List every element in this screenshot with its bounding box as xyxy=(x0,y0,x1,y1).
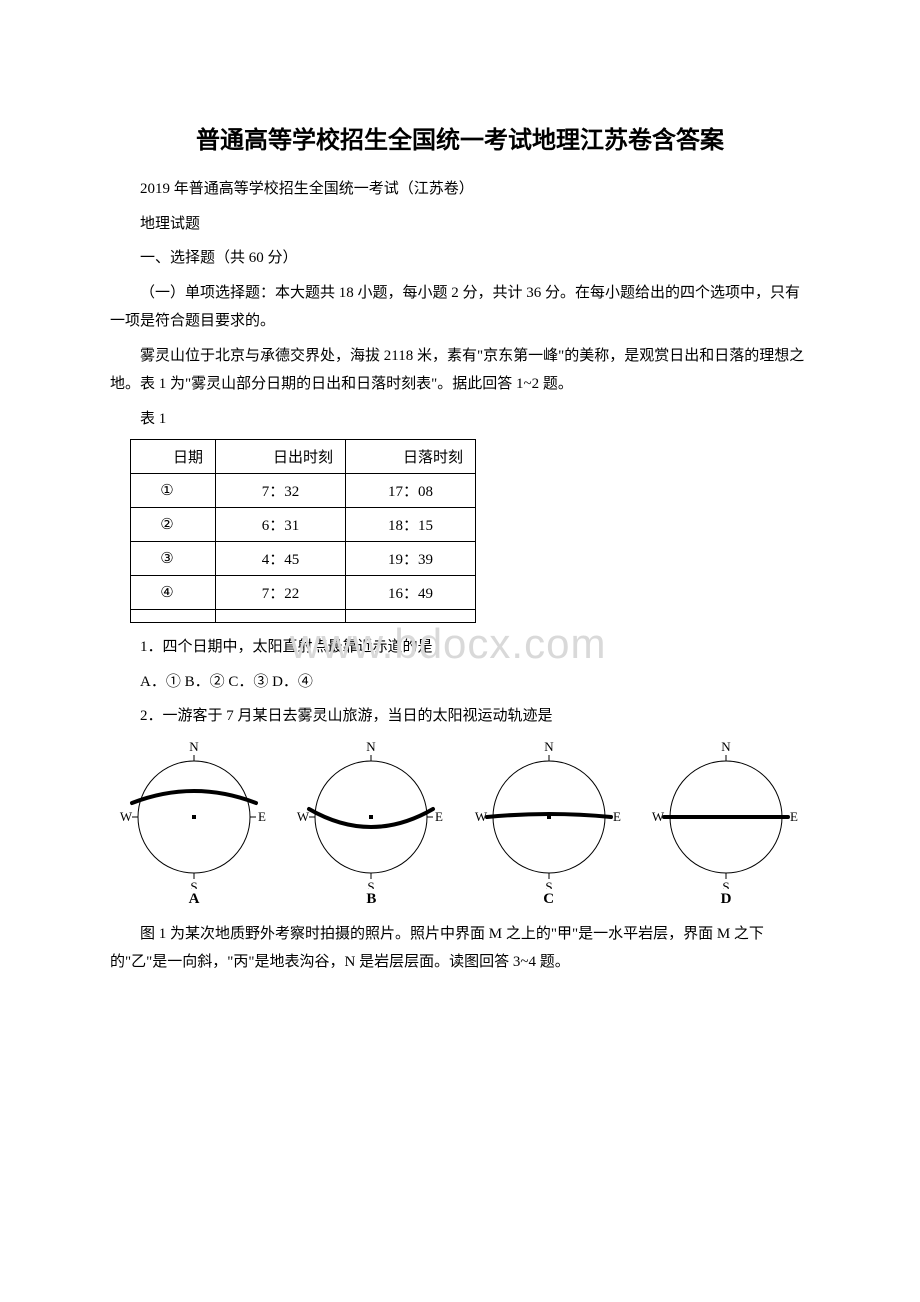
table-cell: 19：39 xyxy=(346,542,476,576)
compass-svg: N S W E xyxy=(469,739,629,889)
compass-label: S xyxy=(545,879,552,889)
diagram-option-label: A xyxy=(189,891,200,908)
question-2: 2．一游客于 7 月某日去雾灵山旅游，当日的太阳视运动轨迹是 xyxy=(110,702,810,731)
section-header: 一、选择题（共 60 分） xyxy=(110,244,810,273)
compass-label: N xyxy=(544,739,554,754)
table-cell xyxy=(216,610,346,623)
compass-label: W xyxy=(120,809,133,824)
table-header-cell: 日出时刻 xyxy=(216,440,346,474)
table-header-cell: 日落时刻 xyxy=(346,440,476,474)
compass-label: W xyxy=(475,809,488,824)
sun-path-diagram: N S W E C xyxy=(469,739,629,908)
table-caption: 表 1 xyxy=(110,405,810,434)
page-title: 普通高等学校招生全国统一考试地理江苏卷含答案 xyxy=(110,120,810,155)
compass-svg: N S W E xyxy=(114,739,274,889)
page-container: 普通高等学校招生全国统一考试地理江苏卷含答案 2019 年普通高等学校招生全国统… xyxy=(0,0,920,1023)
diagram-option-label: D xyxy=(721,891,732,908)
table-cell: 4：45 xyxy=(216,542,346,576)
table-cell: ② xyxy=(131,508,216,542)
table-cell xyxy=(346,610,476,623)
compass-label: W xyxy=(652,809,665,824)
table-cell: ③ xyxy=(131,542,216,576)
compass-label: E xyxy=(435,809,443,824)
table-cell: ④ xyxy=(131,576,216,610)
compass-label: E xyxy=(613,809,621,824)
diagram-option-label: C xyxy=(543,891,554,908)
table-cell: 17：08 xyxy=(346,474,476,508)
compass-label: S xyxy=(368,879,375,889)
table-cell: 16：49 xyxy=(346,576,476,610)
compass-label: S xyxy=(722,879,729,889)
compass-label: E xyxy=(258,809,266,824)
table-cell: 7：32 xyxy=(216,474,346,508)
compass-label: N xyxy=(189,739,199,754)
table-header-cell: 日期 xyxy=(131,440,216,474)
sunrise-sunset-table: 日期日出时刻日落时刻 ①7：3217：08 ②6：3118：15 ③4：4519：39… xyxy=(130,439,476,623)
table-cell: ① xyxy=(131,474,216,508)
subject-line: 地理试题 xyxy=(110,210,810,239)
sun-path-diagram: N S W E A xyxy=(114,739,274,908)
question-1-options: A．① B．② C．③ D．④ xyxy=(110,668,810,697)
table-cell: 6：31 xyxy=(216,508,346,542)
passage-1: 雾灵山位于北京与承德交界处，海拔 2118 米，素有"京东第一峰"的美称，是观赏… xyxy=(110,342,810,399)
sun-path-diagram: N S W E B xyxy=(291,739,451,908)
sun-path-diagram: N S W E D xyxy=(646,739,806,908)
table-cell: 18：15 xyxy=(346,508,476,542)
compass-label: N xyxy=(721,739,731,754)
subtitle-line: 2019 年普通高等学校招生全国统一考试（江苏卷） xyxy=(110,175,810,204)
compass-label: S xyxy=(190,879,197,889)
table-cell xyxy=(131,610,216,623)
question-1: 1．四个日期中，太阳直射点最靠近赤道的是 xyxy=(110,633,810,662)
table-cell: 7：22 xyxy=(216,576,346,610)
diagram-option-label: B xyxy=(366,891,376,908)
instruction-text: （一）单项选择题：本大题共 18 小题，每小题 2 分，共计 36 分。在每小题… xyxy=(110,279,810,336)
compass-label: N xyxy=(367,739,377,754)
compass-label: E xyxy=(790,809,798,824)
sun-path-diagrams: N S W E A N S W E B N S W E C N S W E D xyxy=(110,739,810,908)
compass-label: W xyxy=(297,809,310,824)
compass-svg: N S W E xyxy=(646,739,806,889)
compass-svg: N S W E xyxy=(291,739,451,889)
passage-2: 图 1 为某次地质野外考察时拍摄的照片。照片中界面 M 之上的"甲"是一水平岩层… xyxy=(110,920,810,977)
